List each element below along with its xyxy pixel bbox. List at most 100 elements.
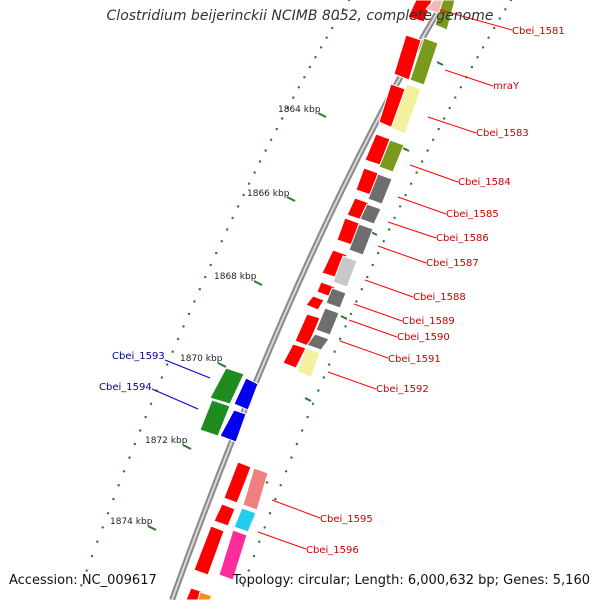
label-cbei-1585[interactable]: Cbei_1585 [397, 196, 499, 220]
scale-dot [263, 526, 266, 529]
scale-dot [336, 17, 339, 20]
scale-dots-inner [80, 0, 351, 587]
svg-text:Cbei_1596: Cbei_1596 [306, 545, 359, 556]
gene-block-cbei-1594[interactable] [199, 399, 231, 437]
scale-dot [128, 456, 131, 459]
label-cbei-1587[interactable]: Cbei_1587 [377, 245, 479, 269]
label-cbei-1594[interactable]: Cbei_1594 [99, 382, 199, 410]
scale-dots-outer [242, 0, 513, 587]
gene-block[interactable] [294, 313, 321, 347]
scale-dot [470, 65, 474, 69]
scale-dot [493, 26, 496, 30]
scale-dot [331, 26, 334, 30]
scale-dot [96, 540, 99, 543]
scale-dot [209, 263, 212, 267]
gene-block[interactable] [305, 295, 325, 311]
scale-dot [117, 484, 120, 487]
gene-block-cbei-1590[interactable] [315, 307, 340, 336]
scale-dot [204, 275, 207, 279]
gene-block[interactable] [407, 0, 433, 23]
label-cbei-1591[interactable]: Cbei_1591 [339, 340, 441, 365]
gene-block-cbei-1592[interactable] [296, 347, 321, 378]
label-cbei-1590[interactable]: Cbei_1590 [348, 319, 450, 343]
scale-dot [274, 497, 277, 501]
scale-dot [269, 138, 273, 141]
label-cbei-1586[interactable]: Cbei_1586 [387, 221, 489, 244]
label-cbei-1588[interactable]: Cbei_1588 [364, 279, 466, 303]
label-cbei-1581[interactable]: Cbei_1581 [439, 9, 565, 37]
scale-dot [388, 228, 391, 231]
scale-dot [360, 288, 363, 291]
scale-dot [258, 540, 261, 543]
svg-text:Cbei_1589: Cbei_1589 [402, 316, 455, 327]
gene-block[interactable] [193, 525, 225, 576]
scale-dot [325, 36, 328, 39]
gene-block-cbei-1584[interactable] [378, 139, 405, 173]
gene-block[interactable] [223, 461, 252, 504]
scale-dot [231, 216, 234, 220]
gene-block-olive[interactable] [434, 0, 456, 31]
scale-dot [220, 240, 223, 243]
scale-dot [176, 337, 180, 341]
gene-block[interactable] [282, 343, 307, 369]
scale-dot [448, 106, 451, 110]
scale-dot [166, 363, 169, 366]
scale-tick-label: 1874 kbp [110, 517, 153, 527]
gene-block-cbei-1595[interactable] [242, 467, 269, 511]
scale-dot [333, 350, 336, 353]
gene-block-cbei-1587[interactable] [348, 223, 374, 256]
scale-dot [328, 363, 331, 366]
scale-tick-1874: 1874 kbp [110, 517, 157, 531]
scale-tick-label: 1872 kbp [145, 436, 188, 446]
scale-dot [295, 442, 299, 446]
scale-dot [247, 182, 251, 185]
label-cbei-1583[interactable]: Cbei_1583 [427, 116, 529, 139]
accession-text: Accession: NC_009617 [9, 573, 157, 588]
label-mray[interactable]: mraY [444, 69, 520, 92]
svg-text:Cbei_1591: Cbei_1591 [388, 354, 441, 365]
scale-dot [349, 312, 353, 316]
svg-text:Cbei_1587: Cbei_1587 [426, 258, 479, 269]
scale-dot [314, 56, 317, 59]
label-cbei-1592[interactable]: Cbei_1592 [327, 371, 429, 395]
scale-tick-1866: 1866 kbp [247, 189, 296, 202]
scale-dot [236, 205, 240, 208]
gene-block-cbei-1593[interactable] [209, 367, 245, 405]
scale-dot [347, 0, 351, 2]
gene-block-blue-1[interactable] [233, 377, 259, 411]
scale-dot [481, 46, 485, 49]
gene-block-mray[interactable] [409, 37, 439, 86]
gene-block-cbei-1591[interactable] [306, 333, 330, 351]
scale-dot [281, 117, 284, 120]
scale-dot [317, 389, 320, 392]
gene-block-cbei-1586[interactable] [359, 203, 382, 225]
scale-tick-1870: 1870 kbp [180, 354, 227, 368]
gene-block-cbei-1583[interactable] [390, 83, 422, 135]
scale-dot [308, 65, 312, 69]
gene-block-blue-2[interactable] [219, 409, 247, 443]
scale-dot [420, 160, 424, 163]
gene-block-cbei-1589[interactable] [325, 287, 347, 309]
gene-block-cbei-1585[interactable] [367, 173, 393, 205]
gene-block-cbei-1596[interactable] [218, 529, 248, 581]
label-cbei-1593[interactable]: Cbei_1593 [112, 351, 211, 379]
label-cbei-1589[interactable]: Cbei_1589 [353, 303, 455, 327]
scale-dot [279, 484, 282, 487]
scale-dot [101, 526, 104, 529]
scale-dot [133, 442, 137, 446]
scale-dot [344, 325, 347, 328]
gene-block[interactable] [213, 503, 236, 527]
scale-dot [85, 569, 88, 572]
scale-dot [242, 193, 245, 197]
scale-dot [292, 96, 295, 99]
svg-text:Cbei_1583: Cbei_1583 [476, 128, 529, 139]
gene-block[interactable] [393, 34, 422, 81]
svg-text:Cbei_1586: Cbei_1586 [436, 233, 489, 244]
label-cbei-1584[interactable]: Cbei_1584 [409, 164, 511, 188]
gene-block-cyan[interactable] [233, 507, 257, 533]
label-cbei-1596[interactable]: Cbei_1596 [257, 531, 359, 556]
scale-dot [398, 205, 402, 208]
gene-block-orange[interactable] [197, 591, 213, 600]
label-cbei-1595[interactable]: Cbei_1595 [271, 499, 373, 525]
gene-block-cbei-1588[interactable] [332, 255, 358, 288]
